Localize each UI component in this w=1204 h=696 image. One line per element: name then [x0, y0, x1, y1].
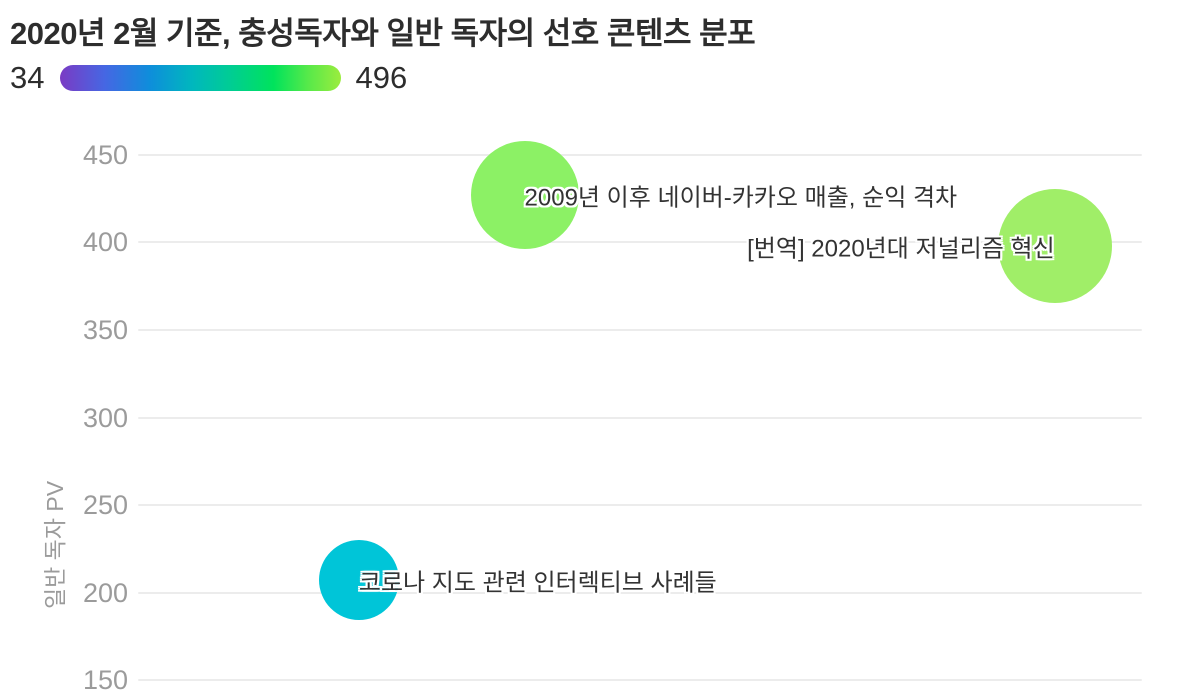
gridline: [138, 504, 1142, 506]
bubble-label: [번역] 2020년대 저널리즘 혁신: [747, 235, 1055, 263]
gridline: [138, 679, 1142, 681]
bubble-naver-kakao[interactable]: [470, 141, 579, 250]
legend-max-value: 496: [355, 60, 408, 95]
color-legend: 34 496: [10, 60, 407, 96]
bubble-corona-map[interactable]: [318, 540, 399, 621]
bubble-label: 코로나 지도 관련 인터렉티브 사례들: [358, 569, 717, 597]
gridline: [138, 329, 1142, 331]
y-axis-title: 일반 독자 PV: [42, 480, 68, 610]
bubble-journalism-innovation[interactable]: [997, 189, 1112, 303]
gridline: [138, 417, 1142, 419]
color-gradient-bar: [60, 65, 342, 91]
y-tick-label: 450: [82, 140, 128, 170]
bubble-label: 2009년 이후 네이버-카카오 매출, 순익 격차: [524, 184, 958, 212]
chart-title: 2020년 2월 기준, 충성독자와 일반 독자의 선호 콘텐츠 분포: [10, 16, 756, 51]
gridline: [138, 154, 1142, 156]
y-tick-label: 350: [82, 315, 128, 345]
gridline: [138, 592, 1142, 594]
y-tick-label: 300: [82, 403, 128, 433]
y-tick-label: 400: [82, 227, 128, 257]
legend-min-value: 34: [10, 60, 45, 95]
gridline: [138, 241, 1142, 243]
y-tick-label: 250: [82, 490, 128, 520]
y-tick-label: 200: [82, 578, 128, 608]
y-tick-label: 150: [82, 665, 128, 695]
